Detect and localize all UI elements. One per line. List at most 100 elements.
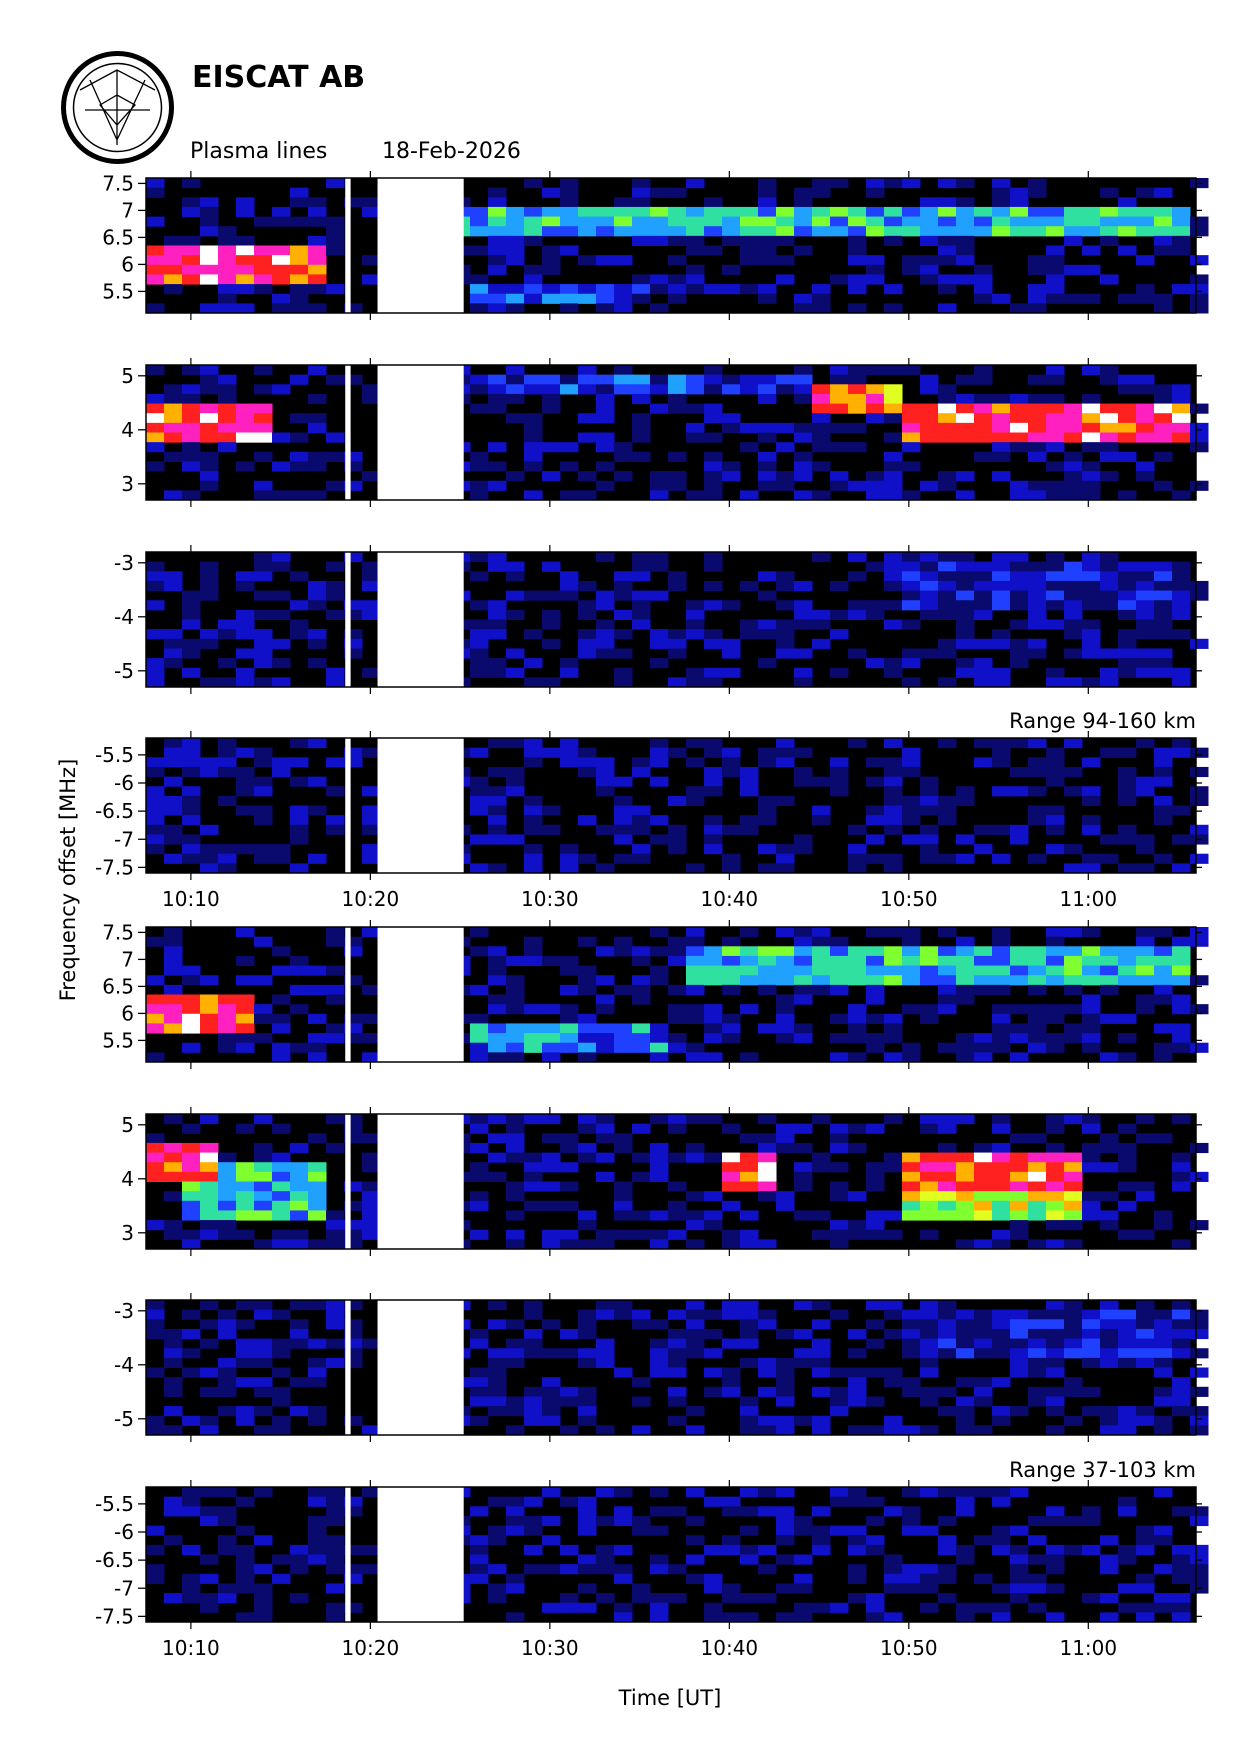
heatmap-cell [1172,1239,1191,1250]
heatmap-cell [182,451,201,462]
heatmap-cell [290,1300,309,1311]
heatmap-cell [506,738,525,749]
heatmap-cell [182,834,201,845]
heatmap-cell [254,245,273,256]
heatmap-cell [344,629,363,640]
heatmap-cell [614,1042,633,1053]
heatmap-cell [956,274,975,285]
heatmap-cell [272,1309,291,1320]
heatmap-cell [506,245,525,256]
heatmap-cell [488,1133,507,1144]
heatmap-cell [956,1152,975,1163]
heatmap-cell [848,1191,867,1202]
heatmap-cell [164,658,183,669]
heatmap-cell [1136,374,1155,385]
heatmap-cell [686,1573,705,1584]
heatmap-cell [938,384,957,395]
heatmap-cell [344,480,363,491]
heatmap-cell [830,403,849,414]
heatmap-cell [830,1013,849,1024]
heatmap-cell [1190,638,1209,649]
heatmap-cell [524,226,543,237]
heatmap-cell [830,1396,849,1407]
heatmap-cell [776,1123,795,1134]
heatmap-cell [614,284,633,295]
heatmap-cell [218,1162,237,1173]
heatmap-cell [1154,609,1173,620]
heatmap-cell [1100,403,1119,414]
heatmap-cell [524,1300,543,1311]
heatmap-cell [1028,638,1047,649]
heatmap-cell [758,1564,777,1575]
heatmap-cell [1064,677,1083,688]
heatmap-cell [1118,1152,1137,1163]
heatmap-cell [1136,403,1155,414]
heatmap-cell [1028,1013,1047,1024]
heatmap-cell [524,824,543,835]
heatmap-cell [236,1319,255,1330]
heatmap-cell [236,1123,255,1134]
heatmap-cell [470,1191,489,1202]
heatmap-cell [920,1367,939,1378]
heatmap-cell [236,206,255,218]
heatmap-cell [686,1052,705,1063]
heatmap-cell [686,1535,705,1546]
heatmap-cell [1064,1319,1083,1330]
heatmap-cell [254,1171,273,1182]
heatmap-cell [686,757,705,768]
heatmap-cell [290,413,309,424]
heatmap-cell [542,561,561,572]
heatmap-cell [326,1033,345,1044]
heatmap-cell [686,936,705,947]
heatmap-cell [650,1229,669,1240]
heatmap-cell [1082,1004,1101,1015]
heatmap-cell [164,571,183,582]
heatmap-cell [254,1162,273,1173]
heatmap-cell [1100,216,1119,227]
heatmap-cell [668,384,687,395]
heatmap-cell [146,561,165,572]
heatmap-cell [1046,927,1065,938]
heatmap-cell [254,552,273,563]
heatmap-cell [1064,1210,1083,1221]
heatmap-cell [542,1239,561,1250]
heatmap-cell [1082,1033,1101,1044]
heatmap-cell [614,609,633,620]
heatmap-cell [254,658,273,669]
heatmap-cell [1082,1114,1101,1125]
heatmap-cell [488,1406,507,1417]
heatmap-cell [830,1239,849,1250]
heatmap-cell [1082,815,1101,826]
heatmap-cell [668,946,687,957]
heatmap-cell [884,927,903,938]
heatmap-cell [686,927,705,938]
y-tick-label: -4 [114,605,134,629]
heatmap-cell [974,984,993,995]
heatmap-cell [254,815,273,826]
heatmap-cell [812,936,831,947]
heatmap-cell [272,965,291,976]
heatmap-cell [1154,994,1173,1005]
heatmap-cell [830,786,849,797]
heatmap-cell [938,1544,957,1555]
heatmap-cell [1172,1181,1191,1192]
heatmap-cell [740,1396,759,1407]
heatmap-cell [938,1535,957,1546]
heatmap-cell [254,413,273,424]
heatmap-cell [776,1535,795,1546]
heatmap-cell [164,738,183,749]
heatmap-cell [722,1239,741,1250]
heatmap-cell [902,216,921,227]
heatmap-cell [362,1052,381,1063]
heatmap-cell [236,413,255,424]
heatmap-cell [704,975,723,986]
heatmap-cell [848,284,867,295]
heatmap-cell [236,1181,255,1192]
heatmap-cell [1046,965,1065,976]
heatmap-cell [812,1162,831,1173]
heatmap-cell [812,187,831,198]
heatmap-cell [722,1506,741,1517]
heatmap-cell [182,1309,201,1320]
heatmap-cell [866,1162,885,1173]
heatmap-cell [1028,738,1047,749]
